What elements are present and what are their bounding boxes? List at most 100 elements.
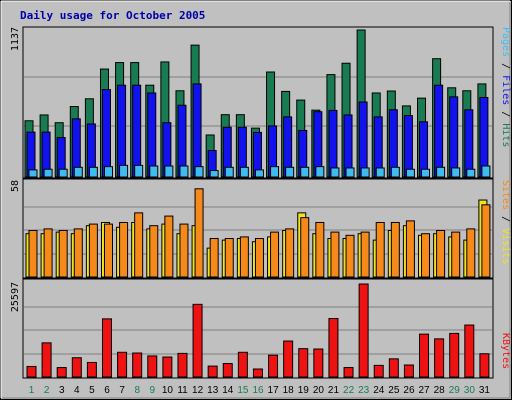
visits-sites-bar-6: [103, 223, 113, 278]
hits-pages-bar-29: [451, 167, 461, 178]
kbytes-max-label: 25597: [10, 282, 21, 312]
day-labels: 1 2 3 4 5 6 7 8 9 10 11 12 13 14 15 16 17 18 19 20 21 22 23 24 2…: [29, 385, 491, 396]
visits-sites-bar-18: [285, 228, 295, 278]
hits-legend-part-4: Hits: [500, 123, 511, 147]
kbytes-kbytes-bar-9: [147, 355, 158, 378]
hits-pages-bar-8: [134, 164, 144, 178]
hits-pages-bar-4: [73, 166, 83, 178]
hits-pages-bar-20: [315, 166, 325, 178]
hits-pages-bar-9: [149, 165, 159, 178]
chart-title: Daily usage for October 2005: [20, 9, 205, 22]
hits-legend-part-1: /: [500, 57, 511, 75]
visits-sites-bar-29: [451, 231, 461, 278]
kbytes-kbytes-bar-4: [71, 357, 82, 378]
kbytes-kbytes-bar-18: [283, 340, 294, 378]
visits-sites-bar-25: [390, 221, 400, 278]
hits-files-bar-6: [101, 89, 111, 178]
day-label-11: 11: [177, 385, 188, 396]
kbytes-kbytes-bar-16: [252, 368, 263, 378]
day-label-10: 10: [162, 385, 174, 396]
day-label-6: 6: [104, 385, 110, 396]
visits-sites-bar-3: [58, 230, 68, 278]
kbytes-kbytes-bar-30: [464, 324, 475, 378]
hits-panel: [22, 26, 494, 179]
hits-pages-bar-21: [330, 167, 340, 178]
hits-pages-bar-2: [43, 168, 53, 178]
visits-sites-bar-17: [270, 231, 280, 278]
kbytes-kbytes-bar-11: [177, 352, 188, 378]
visits-sites-bar-30: [466, 228, 476, 278]
hits-bars: [24, 29, 491, 178]
hits-pages-bar-11: [179, 165, 189, 178]
day-label-23: 23: [358, 385, 370, 396]
hits-pages-bar-12: [194, 166, 204, 178]
hits-legend-part-3: /: [500, 105, 511, 123]
kbytes-kbytes-bar-13: [207, 365, 218, 378]
day-label-24: 24: [373, 385, 385, 396]
kbytes-kbytes-bar-14: [222, 363, 233, 378]
kbytes-kbytes-bar-17: [268, 354, 279, 378]
hits-pages-bar-24: [375, 167, 385, 178]
day-label-7: 7: [119, 385, 125, 396]
hits-pages-bar-26: [405, 168, 415, 178]
kbytes-kbytes-bar-20: [313, 348, 324, 378]
kbytes-panel-border: [22, 278, 494, 379]
kbytes-kbytes-bar-8: [132, 352, 143, 378]
day-label-25: 25: [388, 385, 400, 396]
kbytes-kbytes-bar-3: [56, 367, 67, 378]
kbytes-kbytes-bar-2: [41, 342, 52, 378]
visits-bars: [25, 188, 491, 278]
kbytes-kbytes-bar-26: [403, 364, 414, 378]
kbytes-legend-part-0: KBytes: [500, 333, 511, 369]
visits-sites-bar-31: [481, 204, 491, 278]
visits-legend-part-2: Visits: [500, 228, 511, 264]
hits-pages-bar-19: [300, 166, 310, 178]
visits-sites-bar-27: [421, 233, 431, 278]
visits-sites-bar-14: [224, 238, 234, 278]
hits-pages-bar-14: [224, 166, 234, 178]
visits-panel: [22, 178, 494, 279]
kbytes-bars: [26, 283, 490, 378]
kbytes-kbytes-bar-21: [328, 318, 339, 378]
hits-pages-bar-10: [164, 165, 174, 178]
day-label-14: 14: [222, 385, 234, 396]
hits-files-bar-29: [449, 96, 459, 178]
visits-legend-part-1: /: [500, 210, 511, 228]
kbytes-kbytes-bar-29: [449, 332, 460, 378]
day-label-15: 15: [237, 385, 249, 396]
visits-legend-part-0: Sites: [500, 180, 511, 210]
hits-pages-bar-13: [209, 170, 219, 178]
day-label-8: 8: [134, 385, 140, 396]
hits-pages-bar-17: [270, 166, 280, 178]
day-label-19: 19: [298, 385, 310, 396]
visits-sites-bar-1: [28, 230, 38, 278]
hits-files-bar-31: [479, 96, 489, 178]
visits-sites-bar-19: [300, 217, 310, 278]
hits-files-bar-12: [192, 83, 202, 178]
day-label-9: 9: [150, 385, 156, 396]
visits-sites-bar-20: [315, 221, 325, 278]
hits-pages-bar-23: [360, 167, 370, 178]
hits-pages-bar-3: [58, 168, 68, 178]
visits-sites-bar-28: [436, 230, 446, 278]
visits-sites-bar-24: [375, 221, 385, 278]
visits-sites-bar-12: [194, 188, 204, 278]
hits-files-bar-26: [403, 115, 413, 178]
hits-pages-bar-7: [119, 164, 129, 178]
hits-pages-bar-1: [28, 169, 38, 178]
visits-sites-bar-4: [73, 228, 83, 278]
day-label-31: 31: [479, 385, 491, 396]
hits-legend-part-0: Pages: [500, 27, 511, 57]
hits-pages-bar-28: [436, 166, 446, 178]
hits-files-bar-30: [464, 109, 474, 178]
day-label-26: 26: [403, 385, 415, 396]
hits-pages-bar-31: [481, 165, 491, 178]
visits-legend: Sites / Visits: [500, 180, 511, 264]
visits-sites-bar-2: [43, 228, 53, 278]
kbytes-kbytes-bar-1: [26, 365, 37, 378]
kbytes-kbytes-bar-22: [343, 367, 354, 378]
visits-sites-bar-9: [149, 225, 159, 278]
hits-files-bar-28: [434, 84, 444, 178]
kbytes-kbytes-bar-24: [373, 364, 384, 378]
